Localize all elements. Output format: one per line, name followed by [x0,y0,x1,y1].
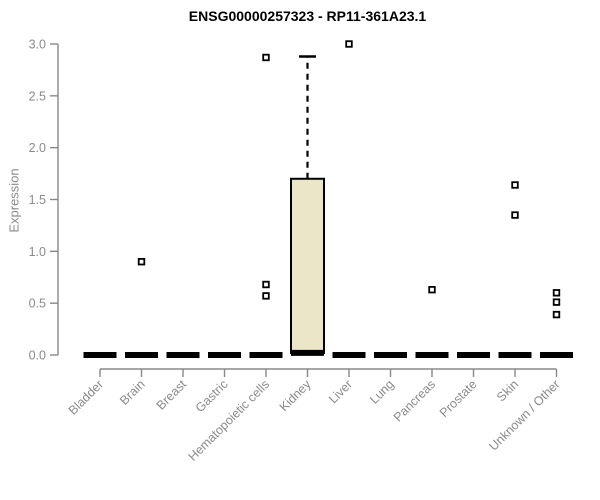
x-tick-label: Skin [494,377,521,404]
y-tick-label: 2.5 [29,89,46,103]
y-tick-label: 1.5 [29,193,46,207]
box-body [290,177,325,354]
y-tick-label: 0.5 [29,297,46,311]
outlier-point [262,280,270,289]
x-tick-label: Gastric [193,377,231,415]
x-tick-label: Bladder [66,377,106,417]
outlier-point [428,285,436,294]
outlier-point [552,298,561,306]
y-tick-label: 0.0 [29,349,46,363]
outlier-point [345,40,353,48]
y-tick-label: 3.0 [29,38,46,52]
x-tick-label: Pancreas [391,377,438,424]
x-tick-label: Unknown / Other [486,377,562,453]
x-tick-label: Hematopoietic cells [186,377,273,464]
outlier-point [262,292,270,300]
outlier-point [511,211,519,219]
x-tick-label: Lung [367,377,397,407]
y-tick-label: 1.0 [29,245,46,259]
x-tick-label: Kidney [277,377,314,414]
x-tick-label: Prostate [437,377,480,420]
outlier-point [262,53,270,62]
chart-title: ENSG00000257323 - RP11-361A23.1 [188,8,427,24]
x-tick-label: Brain [117,377,148,408]
y-tick-label: 2.0 [29,141,46,155]
outlier-point [552,289,561,297]
outlier-point [137,257,146,266]
x-tick-label: Liver [326,377,355,406]
outlier-point [511,181,519,189]
outlier-point [552,310,561,319]
x-tick-label: Breast [154,377,190,413]
